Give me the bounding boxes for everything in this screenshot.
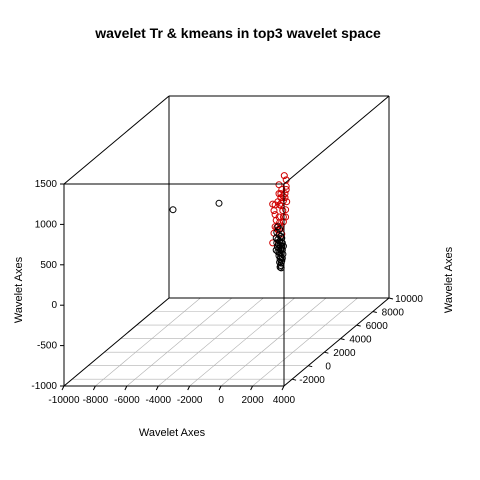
data-point-black [276,255,284,263]
x-tick-mark [218,385,222,391]
data-point-red [282,206,290,214]
y-tick-label: 10000 [395,294,423,305]
grid-line-x [189,297,295,387]
y-tick-mark [356,324,361,327]
data-point-black [215,199,223,207]
grid-line-x [220,297,327,387]
x-tick-mark [92,385,96,391]
x-tick-label: -2000 [177,395,203,406]
data-point-red [280,172,288,180]
y-tick-label: -2000 [299,375,325,386]
x-axis-label: Wavelet Axes [139,427,206,439]
y-tick-mark [372,311,377,313]
y-tick-label: 8000 [382,308,405,319]
x-tick-mark [61,385,65,391]
y-tick-label: 6000 [366,321,389,332]
x-tick-label: -4000 [146,395,172,406]
grid-line-x [158,297,264,387]
x-tick-label: 0 [218,395,224,406]
axis-ticks: -10000 -8000 -6000 -4000 -2000 0 2000 4000-2000… [31,179,423,406]
x-tick-mark [250,385,254,391]
data-point-red [281,194,289,202]
y-axis-label: Wavelet Axes [443,246,455,313]
frame-edge [63,95,170,185]
x-tick-mark [124,385,128,391]
y-tick-mark [340,338,345,341]
y-tick-label: 2000 [333,348,356,359]
x-tick-mark [155,385,159,391]
floor-grid [63,297,390,387]
x-tick-label: 4000 [273,395,296,406]
x-tick-label: -8000 [83,395,109,406]
frame-edge [63,297,170,387]
y-tick-mark [308,365,313,368]
data-points [169,172,291,272]
x-tick-mark [281,385,285,391]
box-frame-back [63,95,390,387]
y-tick-label: 0 [325,362,331,373]
data-point-red [270,207,278,215]
z-tick-label: 1500 [35,179,58,190]
data-point-red [279,218,287,226]
z-axis-label: Wavelet Axes [13,256,25,323]
y-tick-mark [324,351,329,354]
data-point-red [282,186,290,193]
data-point-black [169,206,177,214]
data-point-red [279,192,287,200]
frame-edge [283,95,390,185]
z-tick-label: -1000 [31,381,57,392]
x-tick-label: 2000 [241,395,264,406]
y-tick-mark [388,297,394,300]
x-tick-label: -10000 [48,395,80,406]
box-frame-front [63,95,390,387]
x-tick-mark [187,385,191,391]
y-tick-mark [291,378,297,381]
grid-line-x [252,297,358,387]
z-tick-label: 500 [40,260,57,271]
data-point-red [279,213,287,221]
z-tick-label: 1000 [35,219,58,230]
x-tick-label: -6000 [114,395,140,406]
grid-line-x [126,297,233,387]
z-tick-label: 0 [51,300,57,311]
chart-title: wavelet Tr & kmeans in top3 wavelet spac… [94,25,381,41]
data-point-black [276,263,284,271]
y-tick-label: 4000 [349,335,372,346]
z-tick-label: -500 [37,341,57,352]
frame-edge [283,297,390,387]
grid-line-x [95,297,201,387]
